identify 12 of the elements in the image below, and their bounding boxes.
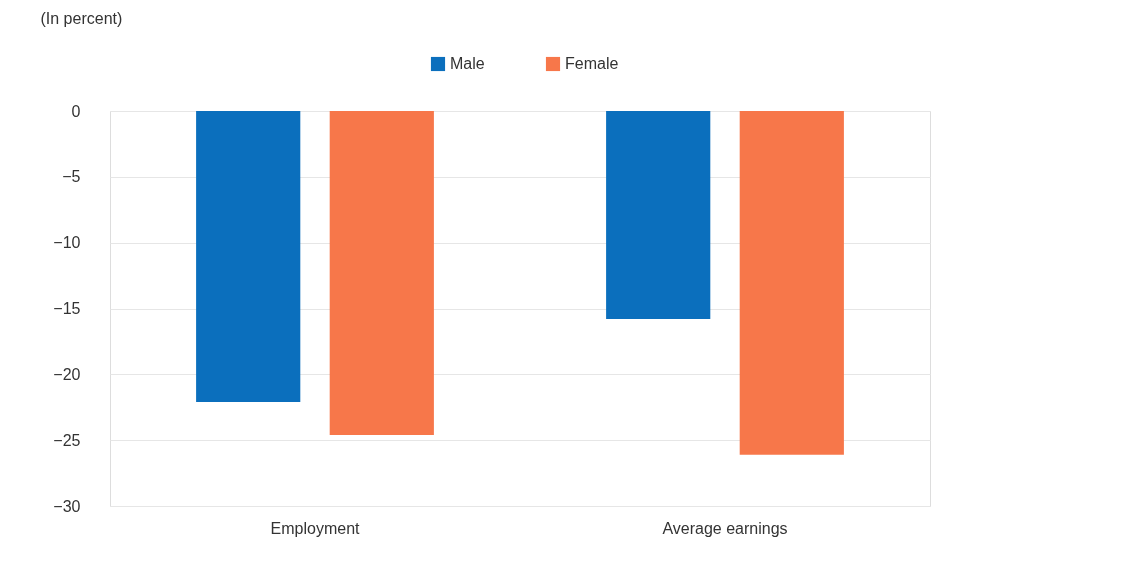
y-tick-label: −25 (53, 431, 81, 449)
y-tick-label: −20 (53, 365, 81, 383)
x-tick-label: Employment (270, 519, 361, 537)
y-tick-label: −10 (53, 234, 81, 252)
y-tick-label: −15 (53, 300, 81, 317)
legend-label: Female (565, 55, 619, 72)
y-tick-label: −30 (53, 497, 81, 515)
y-tick-label: 0 (71, 102, 81, 120)
y-tick-label: −5 (62, 168, 81, 186)
y-axis-title: (In percent) (40, 9, 123, 27)
x-tick-label: Average earnings (662, 519, 788, 537)
legend-label: Male (450, 55, 485, 72)
